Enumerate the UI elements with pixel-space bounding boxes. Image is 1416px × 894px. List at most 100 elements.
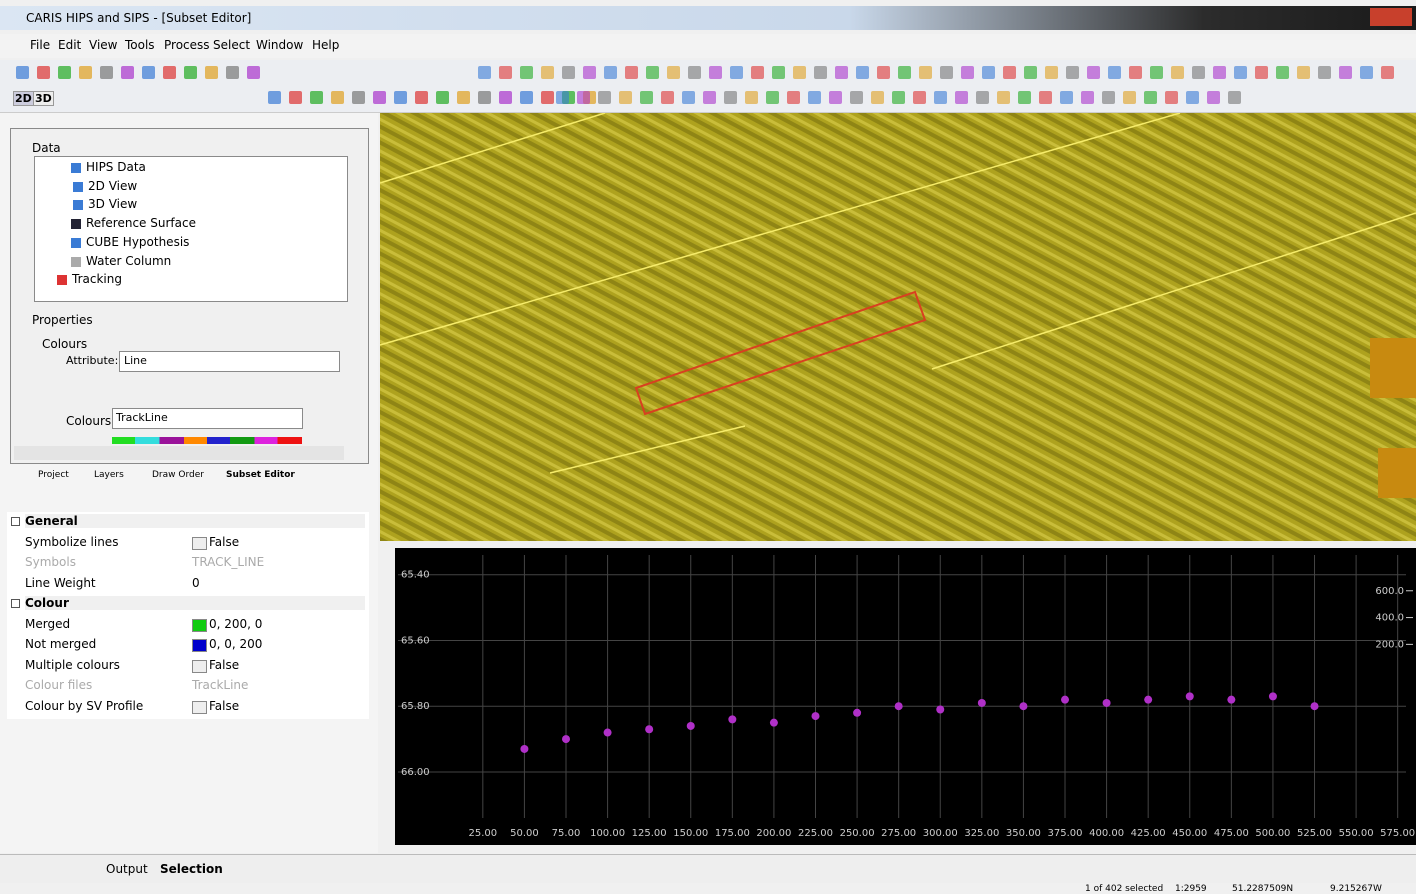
toolbar-button[interactable] [940,66,953,79]
panel-tab[interactable]: Subset Editor [226,470,295,480]
toolbar-button[interactable] [667,66,680,79]
toolbar-button[interactable] [247,66,260,79]
toolbar-button[interactable] [1381,66,1394,79]
toolbar-button[interactable] [982,66,995,79]
menu-item[interactable]: Tools [125,38,155,52]
toolbar-button[interactable] [1129,66,1142,79]
panel-tab[interactable]: Layers [94,470,124,480]
property-value[interactable]: False [209,535,239,549]
toolbar-button[interactable] [205,66,218,79]
view-mode-button[interactable]: 2D [13,91,34,106]
tree-item[interactable]: Water Column [86,254,171,268]
property-value[interactable]: 0 [192,576,200,590]
toolbar-button[interactable] [625,66,638,79]
toolbar-button[interactable] [556,91,569,104]
value-swatch[interactable] [192,537,207,550]
toolbar-button[interactable] [682,91,695,104]
toolbar-button[interactable] [1024,66,1037,79]
toolbar-button[interactable] [1150,66,1163,79]
toolbar-button[interactable] [646,66,659,79]
toolbar-button[interactable] [520,66,533,79]
toolbar-button[interactable] [1234,66,1247,79]
section-header[interactable]: Colour [25,596,365,610]
toolbar-button[interactable] [289,91,302,104]
toolbar-button[interactable] [226,66,239,79]
toolbar-button[interactable] [184,66,197,79]
menu-item[interactable]: Select [213,38,250,52]
bottom-tab[interactable]: Output [106,862,148,876]
map-view[interactable] [380,113,1416,541]
toolbar-button[interactable] [814,66,827,79]
toolbar-button[interactable] [598,91,611,104]
toolbar-button[interactable] [661,91,674,104]
toolbar-button[interactable] [934,91,947,104]
view-mode-button[interactable]: 3D [33,91,54,106]
toolbar-button[interactable] [961,66,974,79]
section-toggle[interactable] [11,517,20,526]
toolbar-button[interactable] [808,91,821,104]
toolbar-button[interactable] [787,91,800,104]
menu-item[interactable]: Process [164,38,210,52]
toolbar-button[interactable] [829,91,842,104]
value-swatch[interactable] [192,660,207,673]
menu-item[interactable]: Edit [58,38,81,52]
toolbar-button[interactable] [709,66,722,79]
toolbar-button[interactable] [1087,66,1100,79]
toolbar-button[interactable] [1213,66,1226,79]
toolbar-button[interactable] [724,91,737,104]
toolbar-button[interactable] [373,91,386,104]
toolbar-button[interactable] [793,66,806,79]
toolbar-button[interactable] [871,91,884,104]
toolbar-button[interactable] [1276,66,1289,79]
close-button[interactable] [1370,8,1412,26]
toolbar-button[interactable] [1081,91,1094,104]
toolbar-button[interactable] [415,91,428,104]
property-value[interactable]: 0, 0, 200 [209,637,262,651]
toolbar-button[interactable] [16,66,29,79]
toolbar-button[interactable] [541,91,554,104]
toolbar-button[interactable] [436,91,449,104]
bottom-tab[interactable]: Selection [160,862,223,876]
property-value[interactable]: TrackLine [192,678,248,692]
section-toggle[interactable] [11,599,20,608]
toolbar-button[interactable] [1318,66,1331,79]
toolbar-button[interactable] [751,66,764,79]
panel-tab[interactable]: Draw Order [152,470,204,480]
toolbar-button[interactable] [310,91,323,104]
toolbar-button[interactable] [1123,91,1136,104]
tree-item[interactable]: HIPS Data [86,160,146,174]
toolbar-button[interactable] [955,91,968,104]
toolbar-button[interactable] [1186,91,1199,104]
toolbar-button[interactable] [79,66,92,79]
toolbar-button[interactable] [268,91,281,104]
toolbar-button[interactable] [1003,66,1016,79]
toolbar-button[interactable] [1255,66,1268,79]
tree-item[interactable]: Reference Surface [86,216,196,230]
toolbar-button[interactable] [745,91,758,104]
toolbar-button[interactable] [37,66,50,79]
toolbar-button[interactable] [478,66,491,79]
toolbar-button[interactable] [997,91,1010,104]
menu-item[interactable]: File [30,38,50,52]
toolbar-button[interactable] [1297,66,1310,79]
toolbar-button[interactable] [766,91,779,104]
toolbar-button[interactable] [1102,91,1115,104]
toolbar-button[interactable] [58,66,71,79]
toolbar-button[interactable] [850,91,863,104]
toolbar-button[interactable] [877,66,890,79]
tree-item[interactable]: 3D View [88,197,137,211]
toolbar-button[interactable] [856,66,869,79]
toolbar-button[interactable] [919,66,932,79]
horizontal-scrollbar[interactable] [14,446,344,460]
toolbar-button[interactable] [1165,91,1178,104]
toolbar-button[interactable] [976,91,989,104]
toolbar-button[interactable] [604,66,617,79]
toolbar-button[interactable] [730,66,743,79]
toolbar-button[interactable] [541,66,554,79]
tree-item[interactable]: 2D View [88,179,137,193]
toolbar-button[interactable] [499,91,512,104]
toolbar-button[interactable] [1360,66,1373,79]
toolbar-button[interactable] [394,91,407,104]
toolbar-button[interactable] [457,91,470,104]
toolbar-button[interactable] [1108,66,1121,79]
